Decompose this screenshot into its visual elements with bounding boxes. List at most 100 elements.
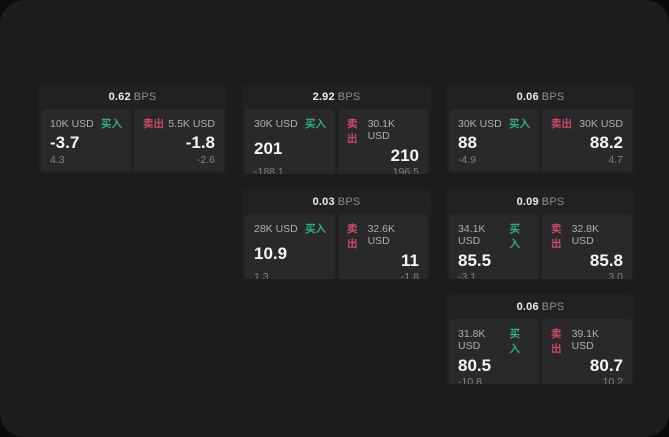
sell-panel[interactable]: 卖出 32.6K USD 11 -1.8 <box>338 214 428 279</box>
buy-side-label: 买入 <box>101 118 122 130</box>
sell-price: 88.2 <box>589 132 623 152</box>
sell-side-label: 卖出 <box>551 118 572 130</box>
buy-sell-panels: 30K USD 买入 88 -4.9 卖出 30K USD 88.2 4.7 <box>449 109 632 171</box>
sell-side-label: 卖出 <box>143 118 164 130</box>
buy-panel-top: 28K USD 买入 <box>254 221 326 236</box>
sell-price: 85.8 <box>589 251 623 270</box>
quote-card: 0.62 BPS 10K USD 买入 -3.7 4.3 卖出 <box>38 84 227 174</box>
buy-panel-top: 10K USD 买入 <box>50 116 122 131</box>
sell-panel[interactable]: 卖出 32.8K USD 85.8 3.0 <box>542 214 632 279</box>
buy-delta: 4.3 <box>50 154 65 166</box>
buy-side-label: 买入 <box>305 223 326 235</box>
buy-panel[interactable]: 28K USD 买入 10.9 1.3 <box>245 214 335 279</box>
sell-delta: 10.2 <box>602 376 623 384</box>
sell-side-label: 卖出 <box>347 118 358 145</box>
bps-value: 0.03 <box>312 196 335 208</box>
buy-notional: 34.1K USD <box>458 223 486 247</box>
bps-value: 2.92 <box>312 91 335 103</box>
buy-delta: -3.1 <box>458 271 477 279</box>
sell-panel[interactable]: 卖出 30.1K USD 210 196.5 <box>338 109 428 174</box>
buy-sell-panels: 30K USD 买入 201 -188.1 卖出 30.1K USD 210 1… <box>245 109 428 174</box>
buy-price: 10.9 <box>254 243 288 263</box>
buy-sell-panels: 34.1K USD 买入 85.5 -3.1 卖出 32.8K USD 85.8… <box>449 214 632 279</box>
sell-side-label: 卖出 <box>551 223 562 250</box>
buy-price: 88 <box>458 132 477 152</box>
bps-unit-label: BPS <box>337 91 361 103</box>
buy-price: 201 <box>254 138 283 158</box>
buy-panel[interactable]: 10K USD 买入 -3.7 4.3 <box>41 109 131 171</box>
quote-card: 0.09 BPS 34.1K USD 买入 85.5 -3.1 卖出 <box>446 189 635 279</box>
bps-value: 0.09 <box>516 196 539 208</box>
sell-delta: 196.5 <box>392 166 419 174</box>
quote-card: 2.92 BPS 30K USD 买入 201 -188.1 卖出 <box>242 84 431 174</box>
sell-delta: -2.6 <box>196 154 215 166</box>
buy-panel[interactable]: 34.1K USD 买入 85.5 -3.1 <box>449 214 539 279</box>
sell-side-label: 卖出 <box>347 223 358 250</box>
sell-price: 80.7 <box>589 356 623 375</box>
bps-value: 0.06 <box>516 91 539 103</box>
sell-delta: 4.7 <box>608 154 623 166</box>
buy-notional: 10K USD <box>50 118 94 130</box>
sell-panel[interactable]: 卖出 30K USD 88.2 4.7 <box>542 109 632 171</box>
bps-unit-label: BPS <box>133 91 157 103</box>
bps-header: 0.62 BPS <box>38 84 227 109</box>
buy-side-label: 买入 <box>305 118 326 130</box>
quote-card: 0.03 BPS 28K USD 买入 10.9 1.3 卖出 <box>242 189 431 279</box>
buy-side-label: 买入 <box>509 223 520 250</box>
buy-sell-panels: 10K USD 买入 -3.7 4.3 卖出 5.5K USD -1.8 -2.… <box>41 109 224 171</box>
sell-price: -1.8 <box>185 132 215 152</box>
quote-card: 0.06 BPS 31.8K USD 买入 80.5 -10.8 卖出 <box>446 294 635 384</box>
bps-unit-label: BPS <box>541 301 565 313</box>
sell-notional: 30K USD <box>579 118 623 130</box>
buy-notional: 31.8K USD <box>458 328 486 352</box>
buy-delta: -4.9 <box>458 154 477 166</box>
buy-panel[interactable]: 30K USD 买入 201 -188.1 <box>245 109 335 174</box>
buy-notional: 28K USD <box>254 223 298 235</box>
sell-panel-top: 卖出 5.5K USD <box>143 116 215 131</box>
sell-price: 210 <box>390 146 419 165</box>
sell-panel-top: 卖出 39.1K USD <box>551 326 623 356</box>
bps-header: 0.06 BPS <box>446 294 635 319</box>
sell-price: 11 <box>401 251 419 270</box>
buy-panel-top: 30K USD 买入 <box>254 116 326 131</box>
bps-unit-label: BPS <box>541 91 565 103</box>
bps-value: 0.06 <box>516 301 539 313</box>
bps-unit-label: BPS <box>337 196 361 208</box>
sell-notional: 5.5K USD <box>168 118 215 130</box>
quote-card-grid: 0.62 BPS 10K USD 买入 -3.7 4.3 卖出 <box>38 84 635 384</box>
buy-panel-top: 31.8K USD 买入 <box>458 326 530 356</box>
sell-notional: 39.1K USD <box>571 328 600 352</box>
buy-side-label: 买入 <box>509 328 520 355</box>
quote-card: 0.06 BPS 30K USD 买入 88 -4.9 卖出 <box>446 84 635 174</box>
buy-delta: -188.1 <box>254 166 284 174</box>
buy-delta: -10.8 <box>458 376 482 384</box>
buy-delta: 1.3 <box>254 271 269 279</box>
sell-notional: 30.1K USD <box>367 118 396 142</box>
bps-header: 0.06 BPS <box>446 84 635 109</box>
buy-price: 85.5 <box>458 251 492 270</box>
sell-delta: -1.8 <box>400 271 419 279</box>
bps-header: 2.92 BPS <box>242 84 431 109</box>
bps-value: 0.62 <box>108 91 131 103</box>
sell-panel[interactable]: 卖出 39.1K USD 80.7 10.2 <box>542 319 632 384</box>
bps-header: 0.09 BPS <box>446 189 635 214</box>
sell-notional: 32.8K USD <box>571 223 600 247</box>
buy-panel-top: 34.1K USD 买入 <box>458 221 530 251</box>
sell-delta: 3.0 <box>608 271 623 279</box>
bps-header: 0.03 BPS <box>242 189 431 214</box>
buy-panel-top: 30K USD 买入 <box>458 116 530 131</box>
buy-notional: 30K USD <box>458 118 502 130</box>
buy-sell-panels: 28K USD 买入 10.9 1.3 卖出 32.6K USD 11 -1.8 <box>245 214 428 279</box>
bps-unit-label: BPS <box>541 196 565 208</box>
sell-notional: 32.6K USD <box>367 223 396 247</box>
sell-panel[interactable]: 卖出 5.5K USD -1.8 -2.6 <box>134 109 224 171</box>
buy-panel[interactable]: 30K USD 买入 88 -4.9 <box>449 109 539 171</box>
buy-sell-panels: 31.8K USD 买入 80.5 -10.8 卖出 39.1K USD 80.… <box>449 319 632 384</box>
buy-price: -3.7 <box>50 132 80 152</box>
buy-notional: 30K USD <box>254 118 298 130</box>
sell-panel-top: 卖出 30.1K USD <box>347 116 419 146</box>
buy-side-label: 买入 <box>509 118 530 130</box>
buy-panel[interactable]: 31.8K USD 买入 80.5 -10.8 <box>449 319 539 384</box>
sell-side-label: 卖出 <box>551 328 562 355</box>
